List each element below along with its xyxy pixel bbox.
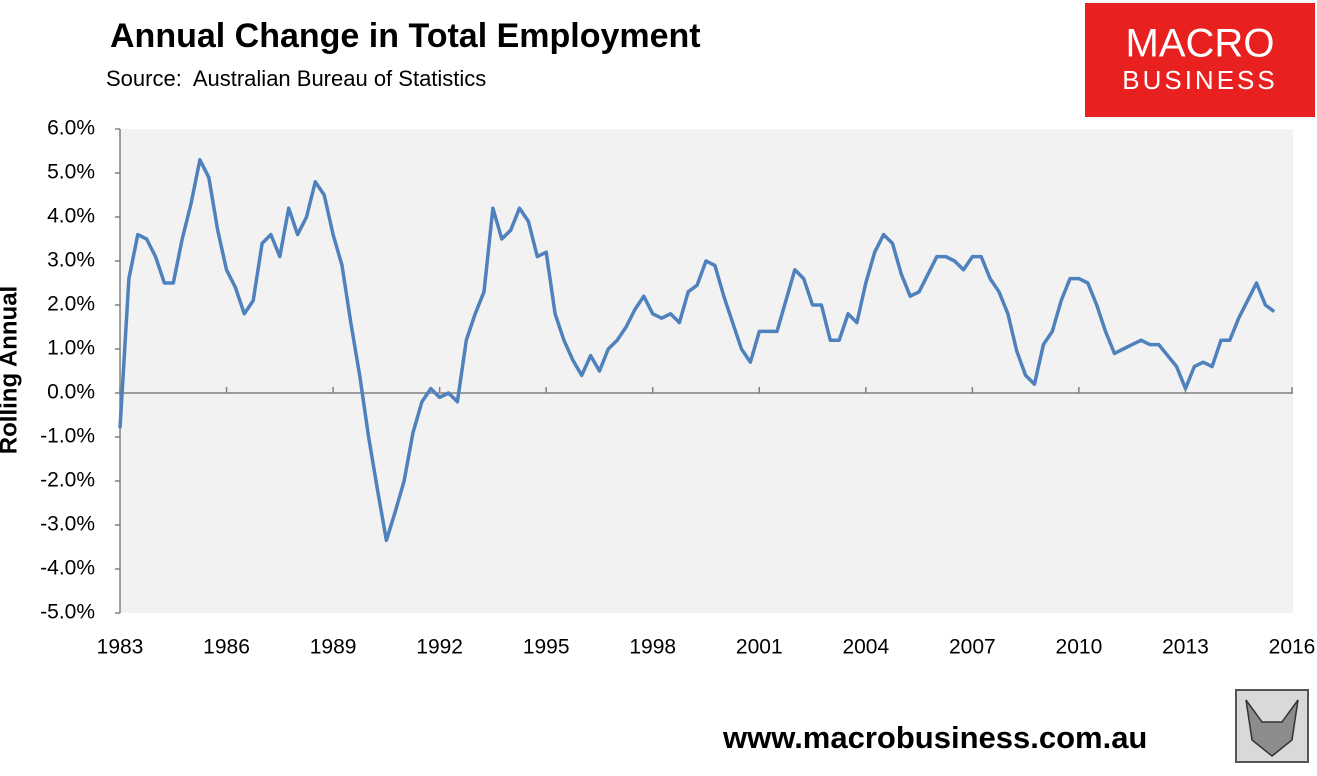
- x-tick-label: 2004: [842, 636, 889, 659]
- x-tick-label: 1995: [523, 636, 570, 659]
- logo-text: MACRO: [1126, 22, 1275, 66]
- y-tick-label: 6.0%: [47, 117, 95, 140]
- x-tick-label: 1986: [203, 636, 250, 659]
- chart-title: Annual Change in Total Employment: [110, 17, 701, 55]
- y-tick-label: 2.0%: [47, 293, 95, 316]
- x-tick-label: 2010: [1056, 636, 1103, 659]
- logo-text: BUSINESS: [1122, 65, 1278, 95]
- y-tick-label: 4.0%: [47, 205, 95, 228]
- y-axis-label: Rolling Annual: [0, 286, 22, 454]
- y-tick-label: -4.0%: [40, 557, 95, 580]
- y-tick-label: 3.0%: [47, 249, 95, 272]
- x-tick-label: 2016: [1269, 636, 1316, 659]
- chart-subtitle: Source: Australian Bureau of Statistics: [106, 66, 486, 91]
- y-tick-label: -1.0%: [40, 425, 95, 448]
- logo-box: [1085, 3, 1315, 117]
- x-tick-label: 1998: [629, 636, 676, 659]
- website: www.macrobusiness.com.au: [722, 720, 1147, 755]
- y-tick-label: 0.0%: [47, 381, 95, 404]
- y-tick-label: 1.0%: [47, 337, 95, 360]
- data-line: [118, 158, 1276, 543]
- y-tick-label: -2.0%: [40, 469, 95, 492]
- x-tick-label: 2007: [949, 636, 996, 659]
- y-tick-label: -5.0%: [40, 601, 95, 624]
- x-tick-label: 2013: [1162, 636, 1209, 659]
- plot-area: [120, 129, 1293, 613]
- y-tick-label: 5.0%: [47, 161, 95, 184]
- x-tick-label: 2001: [736, 636, 783, 659]
- y-tick-label: -3.0%: [40, 513, 95, 536]
- fox-icon-face: [1245, 699, 1299, 757]
- x-tick-label: 1989: [310, 636, 357, 659]
- x-tick-label: 1992: [416, 636, 463, 659]
- x-tick-label: 1983: [97, 636, 144, 659]
